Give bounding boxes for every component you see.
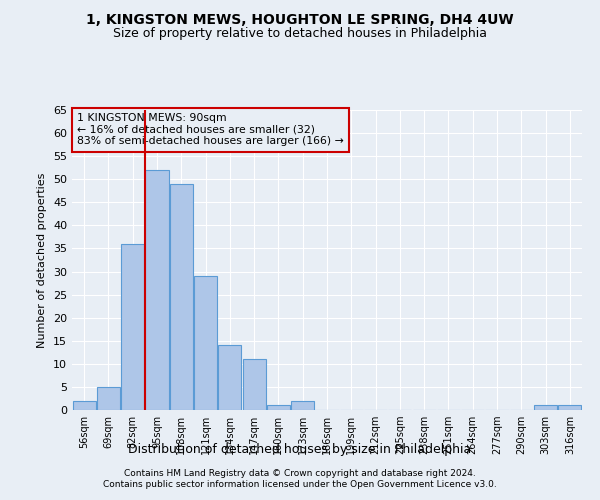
Text: 1, KINGSTON MEWS, HOUGHTON LE SPRING, DH4 4UW: 1, KINGSTON MEWS, HOUGHTON LE SPRING, DH… (86, 12, 514, 26)
Y-axis label: Number of detached properties: Number of detached properties (37, 172, 47, 348)
Bar (559, 406, 581, 410)
Bar (194, 276, 217, 410)
Bar (267, 406, 290, 410)
Bar (534, 406, 557, 410)
Text: Size of property relative to detached houses in Philadelphia: Size of property relative to detached ho… (113, 28, 487, 40)
Text: Distribution of detached houses by size in Philadelphia: Distribution of detached houses by size … (128, 444, 472, 456)
Bar (170, 184, 193, 410)
Bar (242, 359, 266, 410)
Text: Contains HM Land Registry data © Crown copyright and database right 2024.: Contains HM Land Registry data © Crown c… (124, 468, 476, 477)
Bar (291, 401, 314, 410)
Bar (145, 170, 169, 410)
Bar (97, 387, 120, 410)
Text: Contains public sector information licensed under the Open Government Licence v3: Contains public sector information licen… (103, 480, 497, 489)
Text: 1 KINGSTON MEWS: 90sqm
← 16% of detached houses are smaller (32)
83% of semi-det: 1 KINGSTON MEWS: 90sqm ← 16% of detached… (77, 113, 344, 146)
Bar (218, 346, 241, 410)
Bar (121, 244, 144, 410)
Bar (73, 401, 95, 410)
